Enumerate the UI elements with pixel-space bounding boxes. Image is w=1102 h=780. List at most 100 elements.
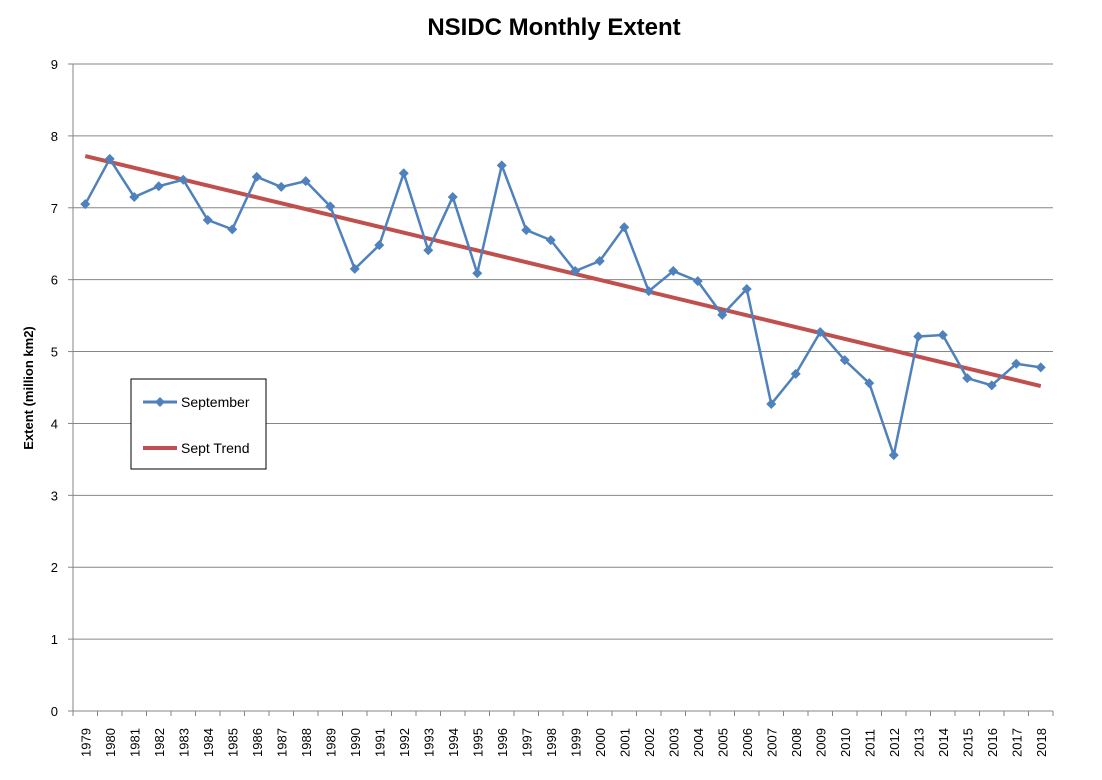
chart-title: NSIDC Monthly Extent [427,14,680,41]
data-point-september [423,245,434,256]
data-point-september [447,191,458,202]
data-point-september [374,240,385,251]
data-point-september [962,373,973,384]
data-point-september [545,235,556,246]
data-point-september [668,266,679,277]
data-point-september [472,268,483,279]
x-tick-label: 2018 [1034,728,1049,757]
x-tick-label: 2000 [593,728,608,757]
data-point-september [913,331,924,342]
y-tick-label: 4 [51,416,58,431]
y-tick-label: 8 [51,129,58,144]
x-tick-label: 2006 [740,728,755,757]
legend-label-september: September [181,394,250,410]
y-tick-label: 5 [51,345,58,360]
x-tick-label: 2010 [838,728,853,757]
x-tick-label: 1985 [225,728,240,757]
y-tick-label: 9 [51,57,58,72]
data-point-september [741,284,752,295]
data-point-september [80,199,91,210]
data-point-september [104,153,115,164]
x-tick-label: 2008 [789,728,804,757]
data-point-september [129,191,140,202]
data-point-september [619,222,630,233]
y-tick-label: 2 [51,560,58,575]
x-tick-label: 2007 [764,728,779,757]
data-point-september [153,181,164,192]
data-point-september [349,263,360,274]
data-point-september [325,201,336,212]
x-tick-label: 1993 [421,728,436,757]
y-tick-label: 3 [51,488,58,503]
data-point-september [276,181,287,192]
x-tick-label: 2003 [666,728,681,757]
data-point-september [766,399,777,410]
x-tick-label: 1984 [201,728,216,757]
y-tick-label: 6 [51,273,58,288]
data-point-september [178,174,189,185]
x-tick-label: 2012 [887,728,902,757]
x-tick-label: 1991 [372,728,387,757]
data-point-september [227,224,238,235]
data-point-september [398,168,409,179]
data-point-september [692,276,703,287]
legend-marker-september [155,397,165,407]
series-line-september [84,156,1041,460]
x-tick-label: 1999 [568,728,583,757]
x-tick-label: 1983 [176,728,191,757]
data-point-september [1035,362,1046,373]
data-point-september [251,171,262,182]
trend-line-sept-trend [84,154,1042,389]
x-tick-label: 1990 [348,728,363,757]
x-tick-label: 2013 [911,728,926,757]
data-point-september [521,225,532,236]
x-tick-label: 1987 [274,728,289,757]
x-tick-label: 1992 [397,728,412,757]
x-tick-label: 1996 [495,728,510,757]
x-tick-label: 2005 [715,728,730,757]
data-point-september [496,160,507,171]
data-point-september [864,378,875,389]
data-point-september [570,266,581,277]
x-tick-label: 1988 [299,728,314,757]
legend-box [130,378,267,470]
y-tick-label: 0 [51,704,58,719]
x-tick-label: 2017 [1009,728,1024,757]
x-tick-label: 1981 [127,728,142,757]
data-point-september [888,450,899,461]
x-tick-label: 1986 [250,728,265,757]
data-point-september [202,214,213,225]
x-tick-label: 2016 [985,728,1000,757]
x-tick-label: 2009 [813,728,828,757]
x-tick-label: 2001 [617,728,632,757]
x-tick-label: 1989 [323,728,338,757]
data-point-september [986,380,997,391]
data-point-september [643,286,654,297]
data-point-september [300,176,311,187]
data-point-september [815,327,826,338]
x-tick-label: 2002 [642,728,657,757]
x-tick-label: 1995 [470,728,485,757]
legend-label-sept-trend: Sept Trend [181,440,250,456]
data-point-september [594,255,605,266]
x-tick-label: 1982 [152,728,167,757]
x-tick-label: 1979 [78,728,93,757]
y-axis-label: Extent (million km2) [21,326,36,450]
y-tick-label: 1 [51,632,58,647]
y-tick-label: 7 [51,201,58,216]
x-tick-label: 1980 [103,728,118,757]
x-tick-label: 2011 [862,729,877,757]
x-tick-label: 2014 [936,728,951,757]
data-point-september [839,355,850,366]
x-tick-label: 1998 [544,728,559,757]
data-point-september [937,330,948,341]
x-tick-label: 2004 [691,728,706,757]
x-tick-label: 2015 [960,728,975,757]
x-tick-label: 1994 [446,728,461,757]
data-point-september [717,309,728,320]
legend: September Sept Trend [130,378,267,470]
data-point-september [790,368,801,379]
data-point-september [1011,358,1022,369]
